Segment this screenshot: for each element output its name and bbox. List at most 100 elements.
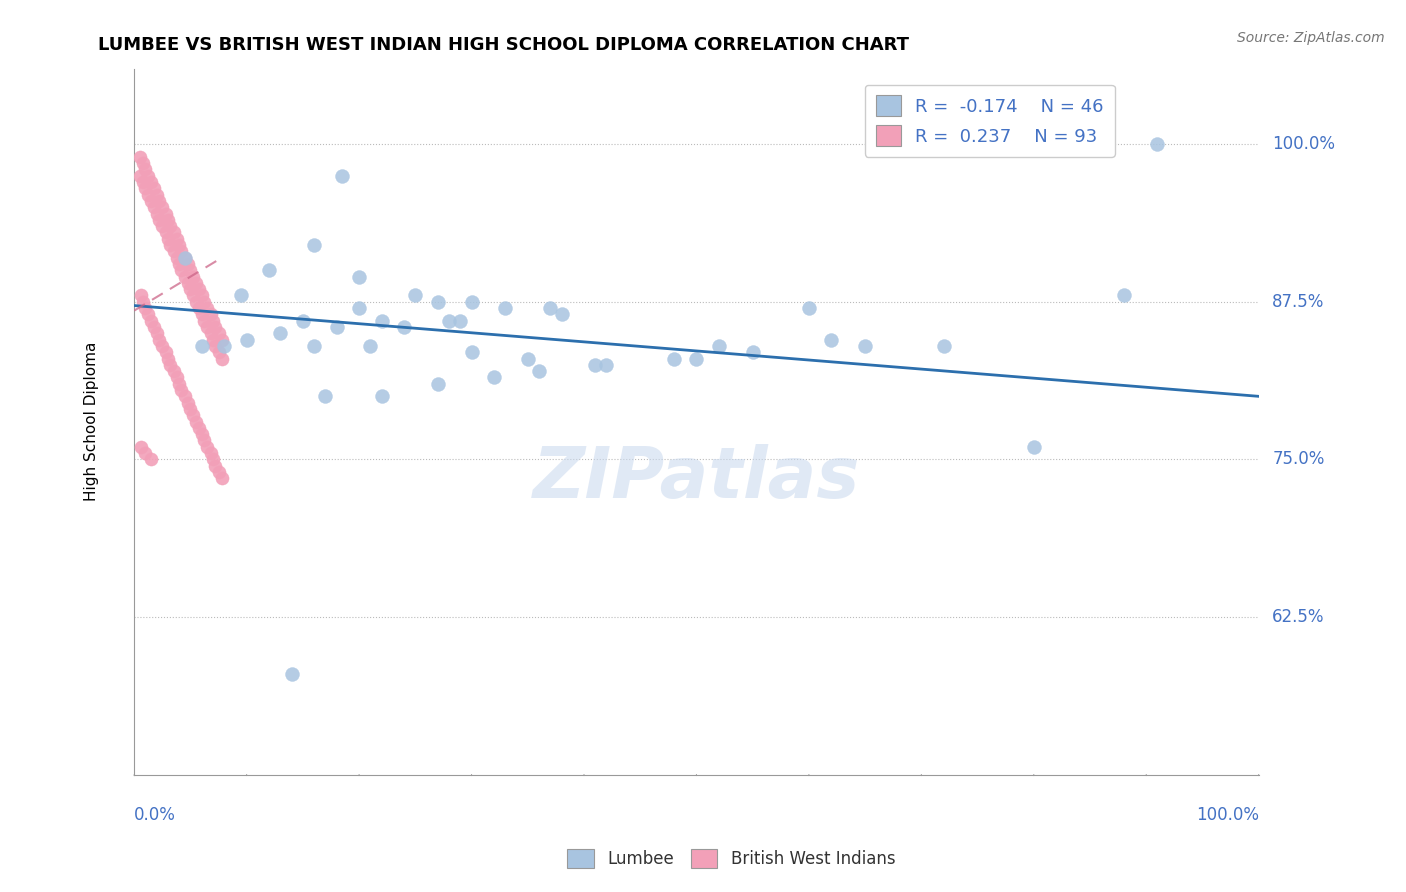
Point xyxy=(853,339,876,353)
Point xyxy=(204,339,226,353)
Point xyxy=(162,226,184,240)
Point xyxy=(150,200,173,214)
Point xyxy=(538,301,561,315)
Point xyxy=(170,244,193,259)
Text: 87.5%: 87.5% xyxy=(1272,293,1324,310)
Point xyxy=(1146,137,1168,152)
Point xyxy=(170,263,193,277)
Point xyxy=(148,212,170,227)
Text: 0.0%: 0.0% xyxy=(134,806,176,824)
Point xyxy=(134,301,156,315)
Point xyxy=(136,307,159,321)
Text: LUMBEE VS BRITISH WEST INDIAN HIGH SCHOOL DIPLOMA CORRELATION CHART: LUMBEE VS BRITISH WEST INDIAN HIGH SCHOO… xyxy=(98,36,910,54)
Point xyxy=(211,351,233,366)
Point xyxy=(190,307,212,321)
Legend: R =  -0.174    N = 46, R =  0.237    N = 93: R = -0.174 N = 46, R = 0.237 N = 93 xyxy=(865,85,1115,157)
Point xyxy=(190,339,212,353)
Point xyxy=(148,194,170,208)
Text: 100.0%: 100.0% xyxy=(1272,136,1336,153)
Point xyxy=(200,307,222,321)
Point xyxy=(204,320,226,334)
Point xyxy=(162,364,184,378)
Text: ZIPatlas: ZIPatlas xyxy=(533,443,860,513)
Point xyxy=(145,326,167,341)
Point xyxy=(129,440,152,454)
Point xyxy=(494,301,516,315)
Point xyxy=(211,471,233,485)
Point xyxy=(128,169,150,183)
Point xyxy=(359,339,381,353)
Point xyxy=(188,301,211,315)
Point xyxy=(204,458,226,473)
Point xyxy=(302,339,325,353)
Point xyxy=(155,226,177,240)
Point xyxy=(269,326,291,341)
Point xyxy=(392,320,415,334)
Point xyxy=(188,421,211,435)
Point xyxy=(181,269,204,284)
Point xyxy=(139,194,162,208)
Point xyxy=(156,351,179,366)
Point xyxy=(129,288,152,302)
Point xyxy=(1022,440,1045,454)
Text: 75.0%: 75.0% xyxy=(1272,450,1324,468)
Point xyxy=(325,320,347,334)
Point xyxy=(193,314,215,328)
Point xyxy=(820,333,842,347)
Point xyxy=(460,345,482,359)
Point xyxy=(179,282,201,296)
Point xyxy=(166,251,188,265)
Point xyxy=(207,345,229,359)
Point xyxy=(437,314,460,328)
Point xyxy=(516,351,538,366)
Point xyxy=(449,314,471,328)
Point xyxy=(207,326,229,341)
Point xyxy=(167,257,190,271)
Point xyxy=(797,301,820,315)
Point xyxy=(159,358,181,372)
Point xyxy=(177,276,200,290)
Point xyxy=(179,401,201,416)
Point xyxy=(685,351,707,366)
Point xyxy=(330,169,353,183)
Point xyxy=(181,409,204,423)
Point xyxy=(184,294,207,309)
Text: 62.5%: 62.5% xyxy=(1272,608,1324,626)
Point xyxy=(741,345,763,359)
Point xyxy=(139,175,162,189)
Point xyxy=(188,282,211,296)
Point xyxy=(314,389,336,403)
Point xyxy=(195,301,218,315)
Point xyxy=(173,389,195,403)
Point xyxy=(155,206,177,220)
Point xyxy=(302,238,325,252)
Point xyxy=(179,263,201,277)
Point xyxy=(583,358,606,372)
Point xyxy=(143,200,166,214)
Point xyxy=(139,452,162,467)
Point xyxy=(173,269,195,284)
Point xyxy=(177,257,200,271)
Point xyxy=(235,333,257,347)
Point xyxy=(200,446,222,460)
Point xyxy=(195,440,218,454)
Point xyxy=(426,294,449,309)
Point xyxy=(200,326,222,341)
Point xyxy=(159,238,181,252)
Point xyxy=(201,452,224,467)
Point xyxy=(482,370,505,384)
Point xyxy=(134,446,156,460)
Legend: Lumbee, British West Indians: Lumbee, British West Indians xyxy=(561,842,901,875)
Point xyxy=(932,339,955,353)
Point xyxy=(550,307,572,321)
Point xyxy=(167,376,190,391)
Point xyxy=(166,370,188,384)
Point xyxy=(150,339,173,353)
Point xyxy=(136,187,159,202)
Point xyxy=(162,244,184,259)
Point xyxy=(280,666,302,681)
Point xyxy=(207,465,229,479)
Point xyxy=(1112,288,1135,302)
Point xyxy=(177,395,200,409)
Point xyxy=(155,345,177,359)
